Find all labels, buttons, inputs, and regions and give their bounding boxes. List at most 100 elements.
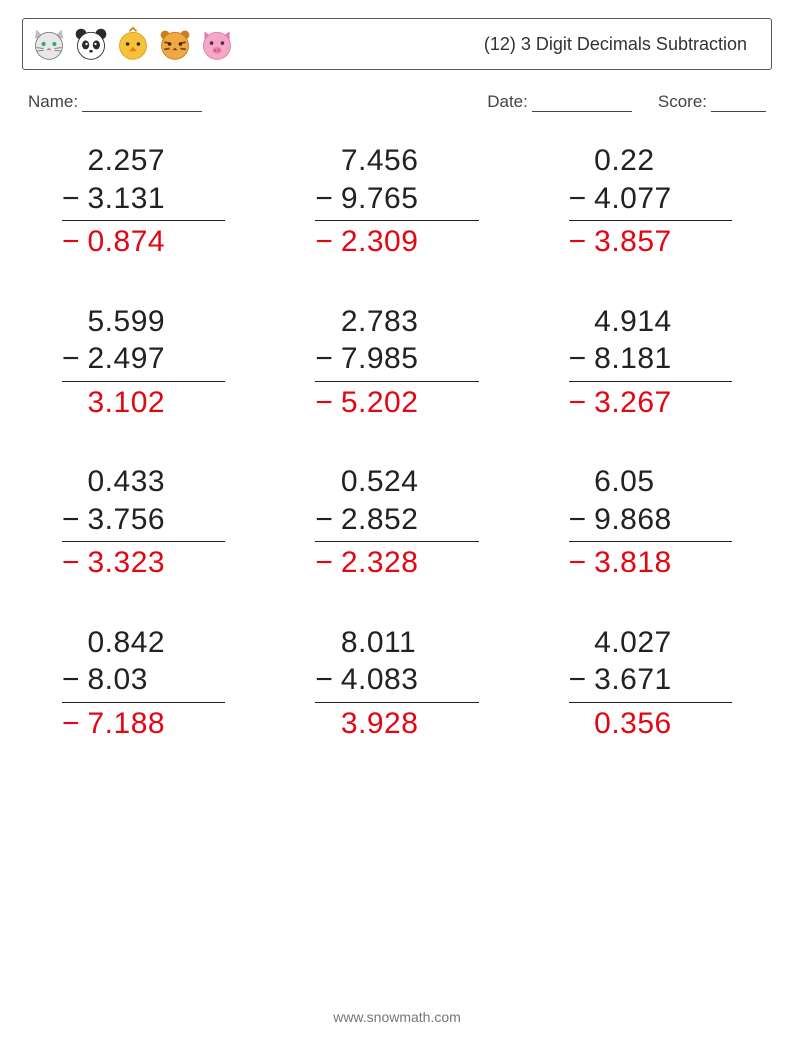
subtrahend: 8.03 [88,661,148,699]
subtrahend-row: −9.868 [569,501,732,539]
rule-line [569,381,732,382]
answer: 3.102 [62,384,225,422]
answer: −3.323 [62,544,225,582]
score-blank[interactable] [711,94,766,112]
answer: 0.356 [569,705,732,743]
subtrahend-row: −8.181 [569,340,732,378]
problem-11: 8.011−4.083 3.928 [315,624,478,743]
rule-line [315,702,478,703]
minus-sign: − [569,501,595,539]
minus-sign: − [569,661,595,699]
date-label: Date: [487,92,528,112]
minuend: 0.524 [315,463,478,501]
minus-sign: − [315,501,341,539]
subtrahend-row: −2.497 [62,340,225,378]
rule-line [62,541,225,542]
answer: −2.328 [315,544,478,582]
answer: −5.202 [315,384,478,422]
score-label: Score: [658,92,707,112]
answer: −0.874 [62,223,225,261]
subtrahend-row: −3.671 [569,661,732,699]
minuend: 2.257 [62,142,225,180]
problem-5: 2.783−7.985 −5.202 [315,303,478,422]
minuend: 0.842 [62,624,225,662]
subtrahend-row: −3.131 [62,180,225,218]
minus-sign: − [569,340,595,378]
minus-sign: − [62,340,88,378]
answer: −3.267 [569,384,732,422]
problem-3: 0.22−4.077 −3.857 [569,142,732,261]
minuend: 2.783 [315,303,478,341]
minuend: 4.027 [569,624,732,662]
answer: −2.309 [315,223,478,261]
rule-line [569,702,732,703]
pig-icon [199,26,235,62]
name-label: Name: [28,92,78,112]
subtrahend: 9.868 [594,501,672,539]
subtrahend-row: −3.756 [62,501,225,539]
worksheet-title: (12) 3 Digit Decimals Subtraction [484,34,757,55]
rule-line [569,541,732,542]
problem-1: 2.257−3.131 −0.874 [62,142,225,261]
minuend: 4.914 [569,303,732,341]
chick-icon [115,26,151,62]
rule-line [315,220,478,221]
minuend: 6.05 [569,463,732,501]
panda-icon [73,26,109,62]
answer: −3.818 [569,544,732,582]
rule-line [569,220,732,221]
subtrahend: 2.852 [341,501,419,539]
problems-grid: 2.257−3.131−0.8747.456−9.765−2.3090.22−4… [62,142,732,742]
minus-sign: − [569,180,595,218]
minuend: 8.011 [315,624,478,662]
minus-sign: − [315,340,341,378]
minuend: 7.456 [315,142,478,180]
minuend: 0.22 [569,142,732,180]
problem-6: 4.914−8.181 −3.267 [569,303,732,422]
subtrahend-row: −4.083 [315,661,478,699]
subtrahend-row: −9.765 [315,180,478,218]
subtrahend: 3.131 [88,180,166,218]
rule-line [315,541,478,542]
rule-line [315,381,478,382]
problem-10: 0.842−8.03 −7.188 [62,624,225,743]
rule-line [62,220,225,221]
problem-7: 0.433−3.756 −3.323 [62,463,225,582]
minuend: 0.433 [62,463,225,501]
minus-sign: − [62,180,88,218]
subtrahend: 3.756 [88,501,166,539]
problem-2: 7.456−9.765 −2.309 [315,142,478,261]
date-blank[interactable] [532,94,632,112]
subtrahend-row: −7.985 [315,340,478,378]
minus-sign: − [62,501,88,539]
minus-sign: − [315,661,341,699]
subtrahend: 7.985 [341,340,419,378]
answer: −3.857 [569,223,732,261]
subtrahend: 4.083 [341,661,419,699]
name-blank[interactable] [82,94,202,112]
subtrahend: 9.765 [341,180,419,218]
answer: 3.928 [315,705,478,743]
answer: −7.188 [62,705,225,743]
info-row: Name: Date: Score: [28,92,766,112]
problem-9: 6.05−9.868 −3.818 [569,463,732,582]
problem-4: 5.599−2.497 3.102 [62,303,225,422]
rule-line [62,702,225,703]
minus-sign: − [315,180,341,218]
header-icons [31,26,235,62]
footer-url: www.snowmath.com [0,1009,794,1025]
subtrahend-row: −4.077 [569,180,732,218]
problem-8: 0.524−2.852 −2.328 [315,463,478,582]
subtrahend: 8.181 [594,340,672,378]
tiger-icon [157,26,193,62]
subtrahend-row: −8.03 [62,661,225,699]
problem-12: 4.027−3.671 0.356 [569,624,732,743]
minuend: 5.599 [62,303,225,341]
cat-icon [31,26,67,62]
minus-sign: − [62,661,88,699]
subtrahend: 3.671 [594,661,672,699]
subtrahend: 2.497 [88,340,166,378]
subtrahend: 4.077 [594,180,672,218]
header-box: (12) 3 Digit Decimals Subtraction [22,18,772,70]
rule-line [62,381,225,382]
